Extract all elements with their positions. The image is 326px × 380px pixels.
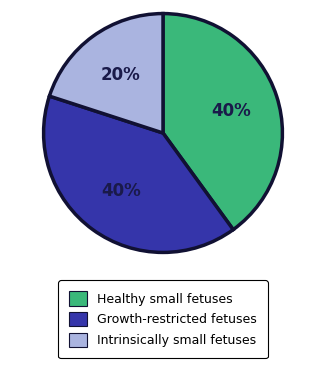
Wedge shape <box>50 14 163 133</box>
Text: 20%: 20% <box>101 66 141 84</box>
Text: 40%: 40% <box>101 182 141 200</box>
Legend: Healthy small fetuses, Growth-restricted fetuses, Intrinsically small fetuses: Healthy small fetuses, Growth-restricted… <box>58 280 268 358</box>
Text: 40%: 40% <box>211 102 251 120</box>
Wedge shape <box>44 96 233 252</box>
Wedge shape <box>163 14 282 230</box>
